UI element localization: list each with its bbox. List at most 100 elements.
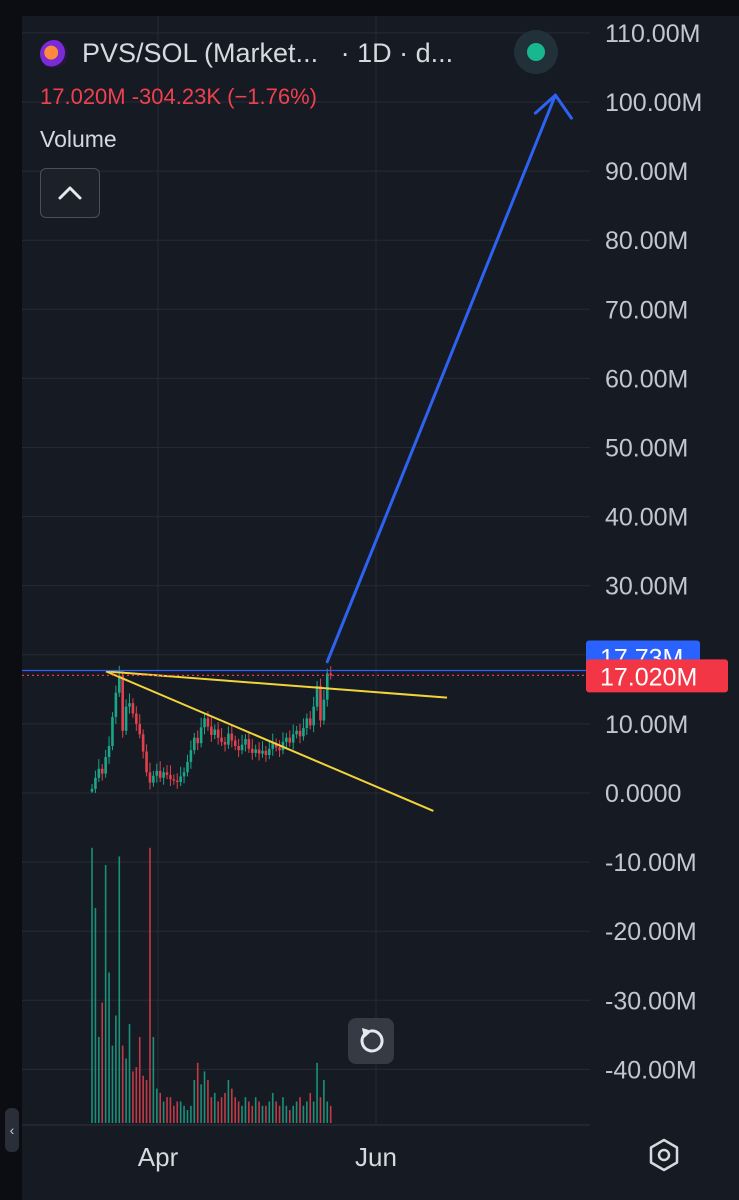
- candle-body: [172, 779, 176, 781]
- volume-bar: [138, 1037, 141, 1123]
- volume-bar: [111, 1045, 114, 1123]
- candle-body: [175, 780, 179, 782]
- volume-bar: [220, 1097, 223, 1123]
- collapse-indicators-button[interactable]: [40, 168, 100, 218]
- volume-bar: [152, 1037, 155, 1123]
- candle-body: [111, 716, 114, 747]
- price-tick-label: 40.00M: [605, 504, 688, 532]
- reset-chart-button[interactable]: [348, 1018, 394, 1064]
- candle-body: [254, 749, 257, 753]
- market-status-indicator[interactable]: [514, 30, 558, 74]
- volume-bar: [217, 1101, 219, 1123]
- symbol-name: PVS/SOL (Market...: [82, 38, 319, 68]
- price-tick-label: 30.00M: [605, 573, 688, 601]
- candle-body: [240, 744, 244, 751]
- volume-bar: [299, 1097, 301, 1123]
- price-tick-label: -40.00M: [605, 1056, 697, 1084]
- volume-bar: [329, 1105, 332, 1123]
- candle-body: [158, 770, 162, 778]
- candle-body: [128, 703, 131, 707]
- symbol-title[interactable]: PVS/SOL (Market... · 1D · d...: [82, 38, 453, 69]
- candle-body: [315, 685, 319, 707]
- candle-body: [97, 768, 101, 778]
- candle-body: [233, 740, 237, 747]
- volume-bar: [176, 1101, 179, 1123]
- chevron-up-icon: [58, 186, 82, 200]
- candle-body: [319, 685, 322, 721]
- price-axis: 110.00M 100.00M 90.00M 80.00M 70.00M 60.00M 50…: [605, 20, 702, 1085]
- candle-body: [247, 739, 251, 749]
- candle-body: [169, 775, 172, 780]
- volume-bar: [292, 1105, 294, 1123]
- volume-bar: [149, 847, 151, 1123]
- volume-bar: [316, 1062, 318, 1123]
- candle-body: [329, 673, 332, 676]
- settings-icon: [649, 1138, 679, 1172]
- candle-body: [291, 734, 295, 743]
- volume-bar: [224, 1092, 226, 1123]
- price-tick-label: 50.00M: [605, 435, 688, 463]
- candle-body: [138, 723, 142, 735]
- volume-bar: [210, 1097, 213, 1123]
- sidebar-toggle-handle[interactable]: ‹: [5, 1108, 19, 1152]
- chart-settings-button[interactable]: [645, 1136, 683, 1174]
- left-edge: [0, 0, 14, 1200]
- volume-bar: [237, 1101, 240, 1123]
- volume-bar: [295, 1101, 298, 1123]
- candle-body: [141, 734, 145, 752]
- volume-bar: [179, 1101, 182, 1123]
- volume-bar: [203, 1071, 206, 1123]
- trendline: [105, 670, 434, 812]
- candle-body: [100, 768, 104, 774]
- volume-bar: [145, 1080, 148, 1123]
- volume-bar: [169, 1097, 172, 1123]
- candle-layer: [90, 665, 332, 793]
- candle-body: [302, 728, 305, 737]
- volume-label[interactable]: Volume: [40, 126, 117, 152]
- volume-bar: [309, 1092, 312, 1123]
- reset-icon: [360, 1028, 384, 1053]
- candle-body: [124, 706, 128, 731]
- volume-bar: [159, 1092, 161, 1123]
- projection-arrow-shaft: [325, 93, 557, 664]
- candle-body: [325, 673, 329, 700]
- candle-body: [312, 706, 315, 726]
- volume-bar: [265, 1105, 267, 1123]
- candle-body: [288, 737, 292, 743]
- candle-body: [223, 741, 227, 745]
- candle-body: [135, 713, 138, 724]
- volume-bar: [190, 1105, 192, 1123]
- candle-body: [199, 727, 203, 744]
- volume-bar: [121, 1045, 124, 1123]
- volume-bar: [128, 1024, 131, 1123]
- volume-bar: [285, 1105, 288, 1123]
- chevron-left-icon: ‹: [9, 1122, 15, 1138]
- price-tick-label: -10.00M: [605, 849, 697, 877]
- candle-body: [271, 743, 275, 749]
- price-tick-label: 70.00M: [605, 296, 688, 324]
- volume-bar: [196, 1062, 199, 1123]
- volume-bar: [312, 1101, 315, 1123]
- candle-body: [308, 718, 312, 726]
- volume-bar: [251, 1105, 254, 1123]
- volume-bar: [132, 1071, 134, 1123]
- candle-body: [206, 718, 210, 727]
- volume-bar: [115, 1015, 117, 1123]
- candle-body: [230, 733, 234, 741]
- interval-source: · 1D · d...: [340, 38, 454, 68]
- candle-body: [261, 750, 264, 754]
- volume-bar: [142, 1075, 144, 1123]
- volume-bar: [231, 1088, 233, 1123]
- volume-bar: [200, 1084, 202, 1123]
- candle-body: [107, 746, 111, 758]
- volume-layer: [91, 847, 332, 1123]
- price-tick-label: 60.00M: [605, 365, 688, 393]
- candle-body: [298, 730, 302, 737]
- volume-bar: [258, 1101, 260, 1123]
- candle-body: [220, 737, 223, 742]
- candle-body: [145, 751, 148, 773]
- candle-body: [237, 746, 240, 751]
- chart-area[interactable]: [22, 16, 739, 1200]
